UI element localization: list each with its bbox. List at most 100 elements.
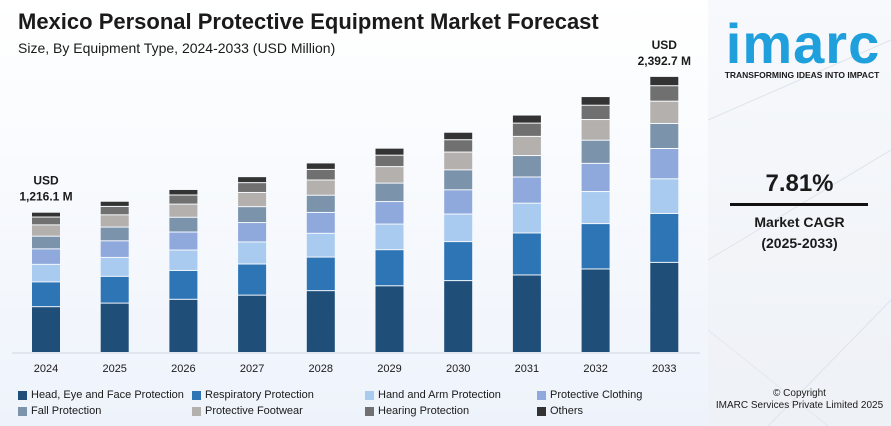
legend-label: Others (550, 405, 584, 417)
copyright-line-1: © Copyright (773, 388, 826, 399)
bar-segment-2028-6 (306, 169, 335, 180)
legend-label: Fall Protection (31, 405, 102, 417)
bar-segment-2031-2 (512, 203, 541, 233)
legend-swatch (18, 390, 27, 400)
side-panel: imarc TRANSFORMING IDEAS INTO IMPACT 7.8… (708, 0, 891, 426)
bar-segment-2032-7 (581, 97, 610, 105)
bar-segment-2030-6 (444, 140, 473, 152)
bar-segment-2026-1 (169, 270, 198, 299)
legend-item: Fall Protection (18, 405, 101, 417)
bar-segment-2033-5 (650, 101, 679, 123)
bar-segment-2025-3 (100, 241, 129, 257)
total-annotation-2024-line1: USD (33, 174, 59, 188)
chart-title: Mexico Personal Protective Equipment Mar… (18, 9, 599, 34)
copyright: © Copyright IMARC Services Private Limit… (708, 388, 891, 412)
x-tick-label: 2026 (171, 363, 195, 375)
bar-segment-2028-3 (306, 212, 335, 233)
bar-segment-2033-1 (650, 213, 679, 262)
legend-label: Hearing Protection (378, 405, 470, 417)
legend-item: Others (537, 405, 583, 417)
bar-segment-2033-6 (650, 86, 679, 101)
bar-segment-2027-7 (238, 177, 267, 183)
legend-swatch (537, 406, 546, 416)
bar-segment-2027-4 (238, 207, 267, 223)
bar-segment-2025-1 (100, 276, 129, 303)
bar-segment-2033-4 (650, 123, 679, 148)
bar-segment-2033-3 (650, 149, 679, 179)
bar-segment-2030-3 (444, 190, 473, 214)
chart-subtitle: Size, By Equipment Type, 2024-2033 (USD … (18, 40, 336, 56)
legend-label: Protective Clothing (550, 389, 643, 401)
bar-segment-2032-6 (581, 105, 610, 120)
legend-item: Protective Footwear (192, 405, 303, 417)
legend-swatch (537, 390, 546, 400)
x-tick-label: 2033 (652, 363, 676, 375)
bar-segment-2029-1 (375, 250, 404, 286)
bar-segment-2024-4 (32, 236, 60, 249)
bar-segment-2030-2 (444, 214, 473, 242)
bar-segment-2025-0 (100, 303, 129, 352)
bar-segment-2029-5 (375, 167, 404, 183)
x-tick-label: 2029 (377, 363, 401, 375)
legend-item: Hearing Protection (365, 405, 469, 417)
bar-segment-2024-2 (32, 264, 60, 282)
bar-segment-2032-0 (581, 269, 610, 352)
legend-item: Hand and Arm Protection (365, 389, 501, 401)
x-tick-label: 2024 (34, 363, 58, 375)
total-annotation-2033-line2: 2,392.7 M (638, 54, 691, 68)
bar-segment-2028-1 (306, 257, 335, 291)
legend-swatch (365, 390, 374, 400)
legend-item: Head, Eye and Face Protection (18, 389, 184, 401)
bar-segment-2027-5 (238, 192, 267, 207)
bar-segment-2026-2 (169, 250, 198, 270)
bar-segment-2024-5 (32, 225, 60, 236)
bar-segment-2027-1 (238, 264, 267, 295)
bar-segment-2024-6 (32, 217, 60, 225)
legend-swatch (18, 406, 27, 416)
bar-segment-2033-2 (650, 179, 679, 213)
bar-segment-2031-3 (512, 177, 541, 203)
bar-segment-2027-6 (238, 183, 267, 192)
legend-swatch (365, 406, 374, 416)
bar-segment-2029-6 (375, 155, 404, 167)
bar-segment-2024-7 (32, 212, 60, 217)
cagr-value: 7.81% (765, 170, 834, 197)
bar-segment-2032-2 (581, 192, 610, 224)
bar-segment-2030-4 (444, 170, 473, 190)
bar-segment-2029-4 (375, 183, 404, 202)
bar-segment-2026-4 (169, 217, 198, 232)
bar-segment-2031-4 (512, 156, 541, 177)
legend-label: Hand and Arm Protection (378, 389, 501, 401)
bar-segment-2028-2 (306, 233, 335, 257)
bar-segment-2032-1 (581, 224, 610, 269)
bar-segment-2025-5 (100, 215, 129, 227)
copyright-line-2: IMARC Services Private Limited 2025 (715, 400, 884, 411)
bar-segment-2026-6 (169, 195, 198, 204)
total-annotation-2024-line2: 1,216.1 M (19, 190, 72, 204)
bar-segment-2029-2 (375, 224, 404, 250)
bar-segment-2029-0 (375, 286, 404, 352)
cagr-label: Market CAGR (754, 214, 845, 230)
legend-label: Protective Footwear (205, 405, 303, 417)
bar-segment-2031-5 (512, 136, 541, 156)
bar-segment-2025-6 (100, 206, 129, 215)
legend-swatch (192, 406, 201, 416)
logo-tagline: TRANSFORMING IDEAS INTO IMPACT (724, 70, 880, 80)
legend-item: Protective Clothing (537, 389, 642, 401)
total-annotation-2033-line1: USD (652, 38, 678, 52)
cagr-divider (730, 203, 868, 206)
bar-segment-2031-7 (512, 115, 541, 123)
bar-segment-2033-0 (650, 262, 679, 352)
bar-segment-2032-3 (581, 163, 610, 192)
legend-label: Respiratory Protection (205, 389, 314, 401)
bar-segment-2024-3 (32, 249, 60, 264)
bar-segment-2024-1 (32, 282, 60, 307)
bar-segment-2025-2 (100, 257, 129, 276)
bar-segment-2031-6 (512, 123, 541, 136)
legend-item: Respiratory Protection (192, 389, 314, 401)
bar-segment-2028-4 (306, 195, 335, 212)
bar-segment-2024-0 (32, 307, 60, 352)
bar-segment-2030-0 (444, 281, 473, 352)
legend-swatch (192, 390, 201, 400)
legend-label: Head, Eye and Face Protection (31, 389, 184, 401)
